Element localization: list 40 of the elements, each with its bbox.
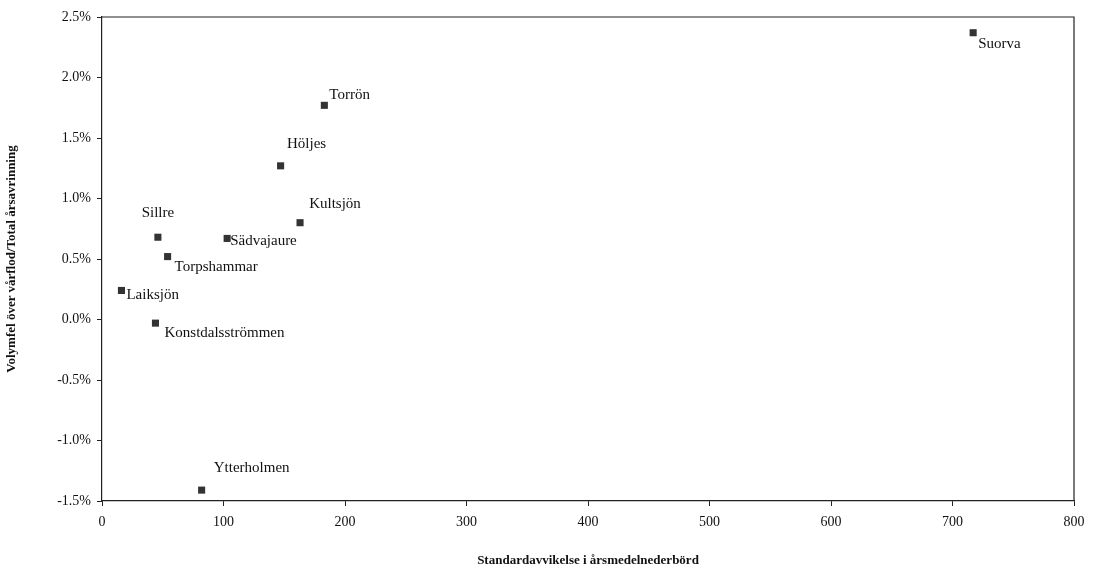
annotation: Sädvajaure — [230, 232, 298, 249]
y-tick-label: 1.5% — [61, 129, 92, 145]
x-tick-label: 600 — [820, 514, 842, 530]
x-tick-label: 400 — [577, 514, 599, 530]
y-tick-label: 0.0% — [61, 311, 92, 327]
annotation: Laiksjön — [126, 286, 180, 303]
y-tick-label: 0.5% — [61, 250, 92, 266]
x-tick-label: 0 — [98, 514, 106, 530]
y-axis-title: Volymfel över vårflod/Total årsavrinning — [3, 144, 19, 373]
x-tick-label: 100 — [213, 514, 234, 530]
y-tick-label: 2.0% — [61, 69, 92, 85]
annotation: Höljes — [287, 134, 327, 151]
y-tick-label: 2.5% — [61, 8, 92, 24]
y-tick-label: -1.5% — [57, 492, 92, 508]
x-tick-label: 200 — [334, 514, 356, 530]
y-tick-label: -1.0% — [57, 432, 92, 448]
annotation: Kultsjön — [309, 194, 362, 211]
annotation: Konstdalsströmmen — [164, 324, 285, 341]
x-tick-label: 700 — [942, 514, 963, 530]
y-tick-label: 1.0% — [61, 190, 92, 206]
point — [277, 162, 285, 170]
point — [969, 29, 977, 37]
y-tick-label: -0.5% — [57, 371, 92, 387]
x-axis-title: Standardavvikelse i årsmedelnederbörd — [477, 551, 700, 567]
point — [154, 233, 162, 241]
point — [198, 486, 206, 494]
annotation: Torpshammar — [174, 257, 258, 274]
point — [320, 101, 328, 109]
x-tick-label: 300 — [456, 514, 477, 530]
point — [223, 234, 231, 242]
annotation: Ytterholmen — [213, 459, 291, 476]
x-tick-label: 500 — [699, 514, 720, 530]
point — [296, 219, 304, 227]
annotation: Sillre — [141, 204, 175, 221]
annotation: Torrön — [329, 86, 371, 103]
x-tick-label: 800 — [1063, 514, 1085, 530]
point — [151, 319, 159, 327]
point — [164, 253, 172, 261]
annotation: Suorva — [978, 34, 1021, 51]
point — [117, 286, 125, 294]
